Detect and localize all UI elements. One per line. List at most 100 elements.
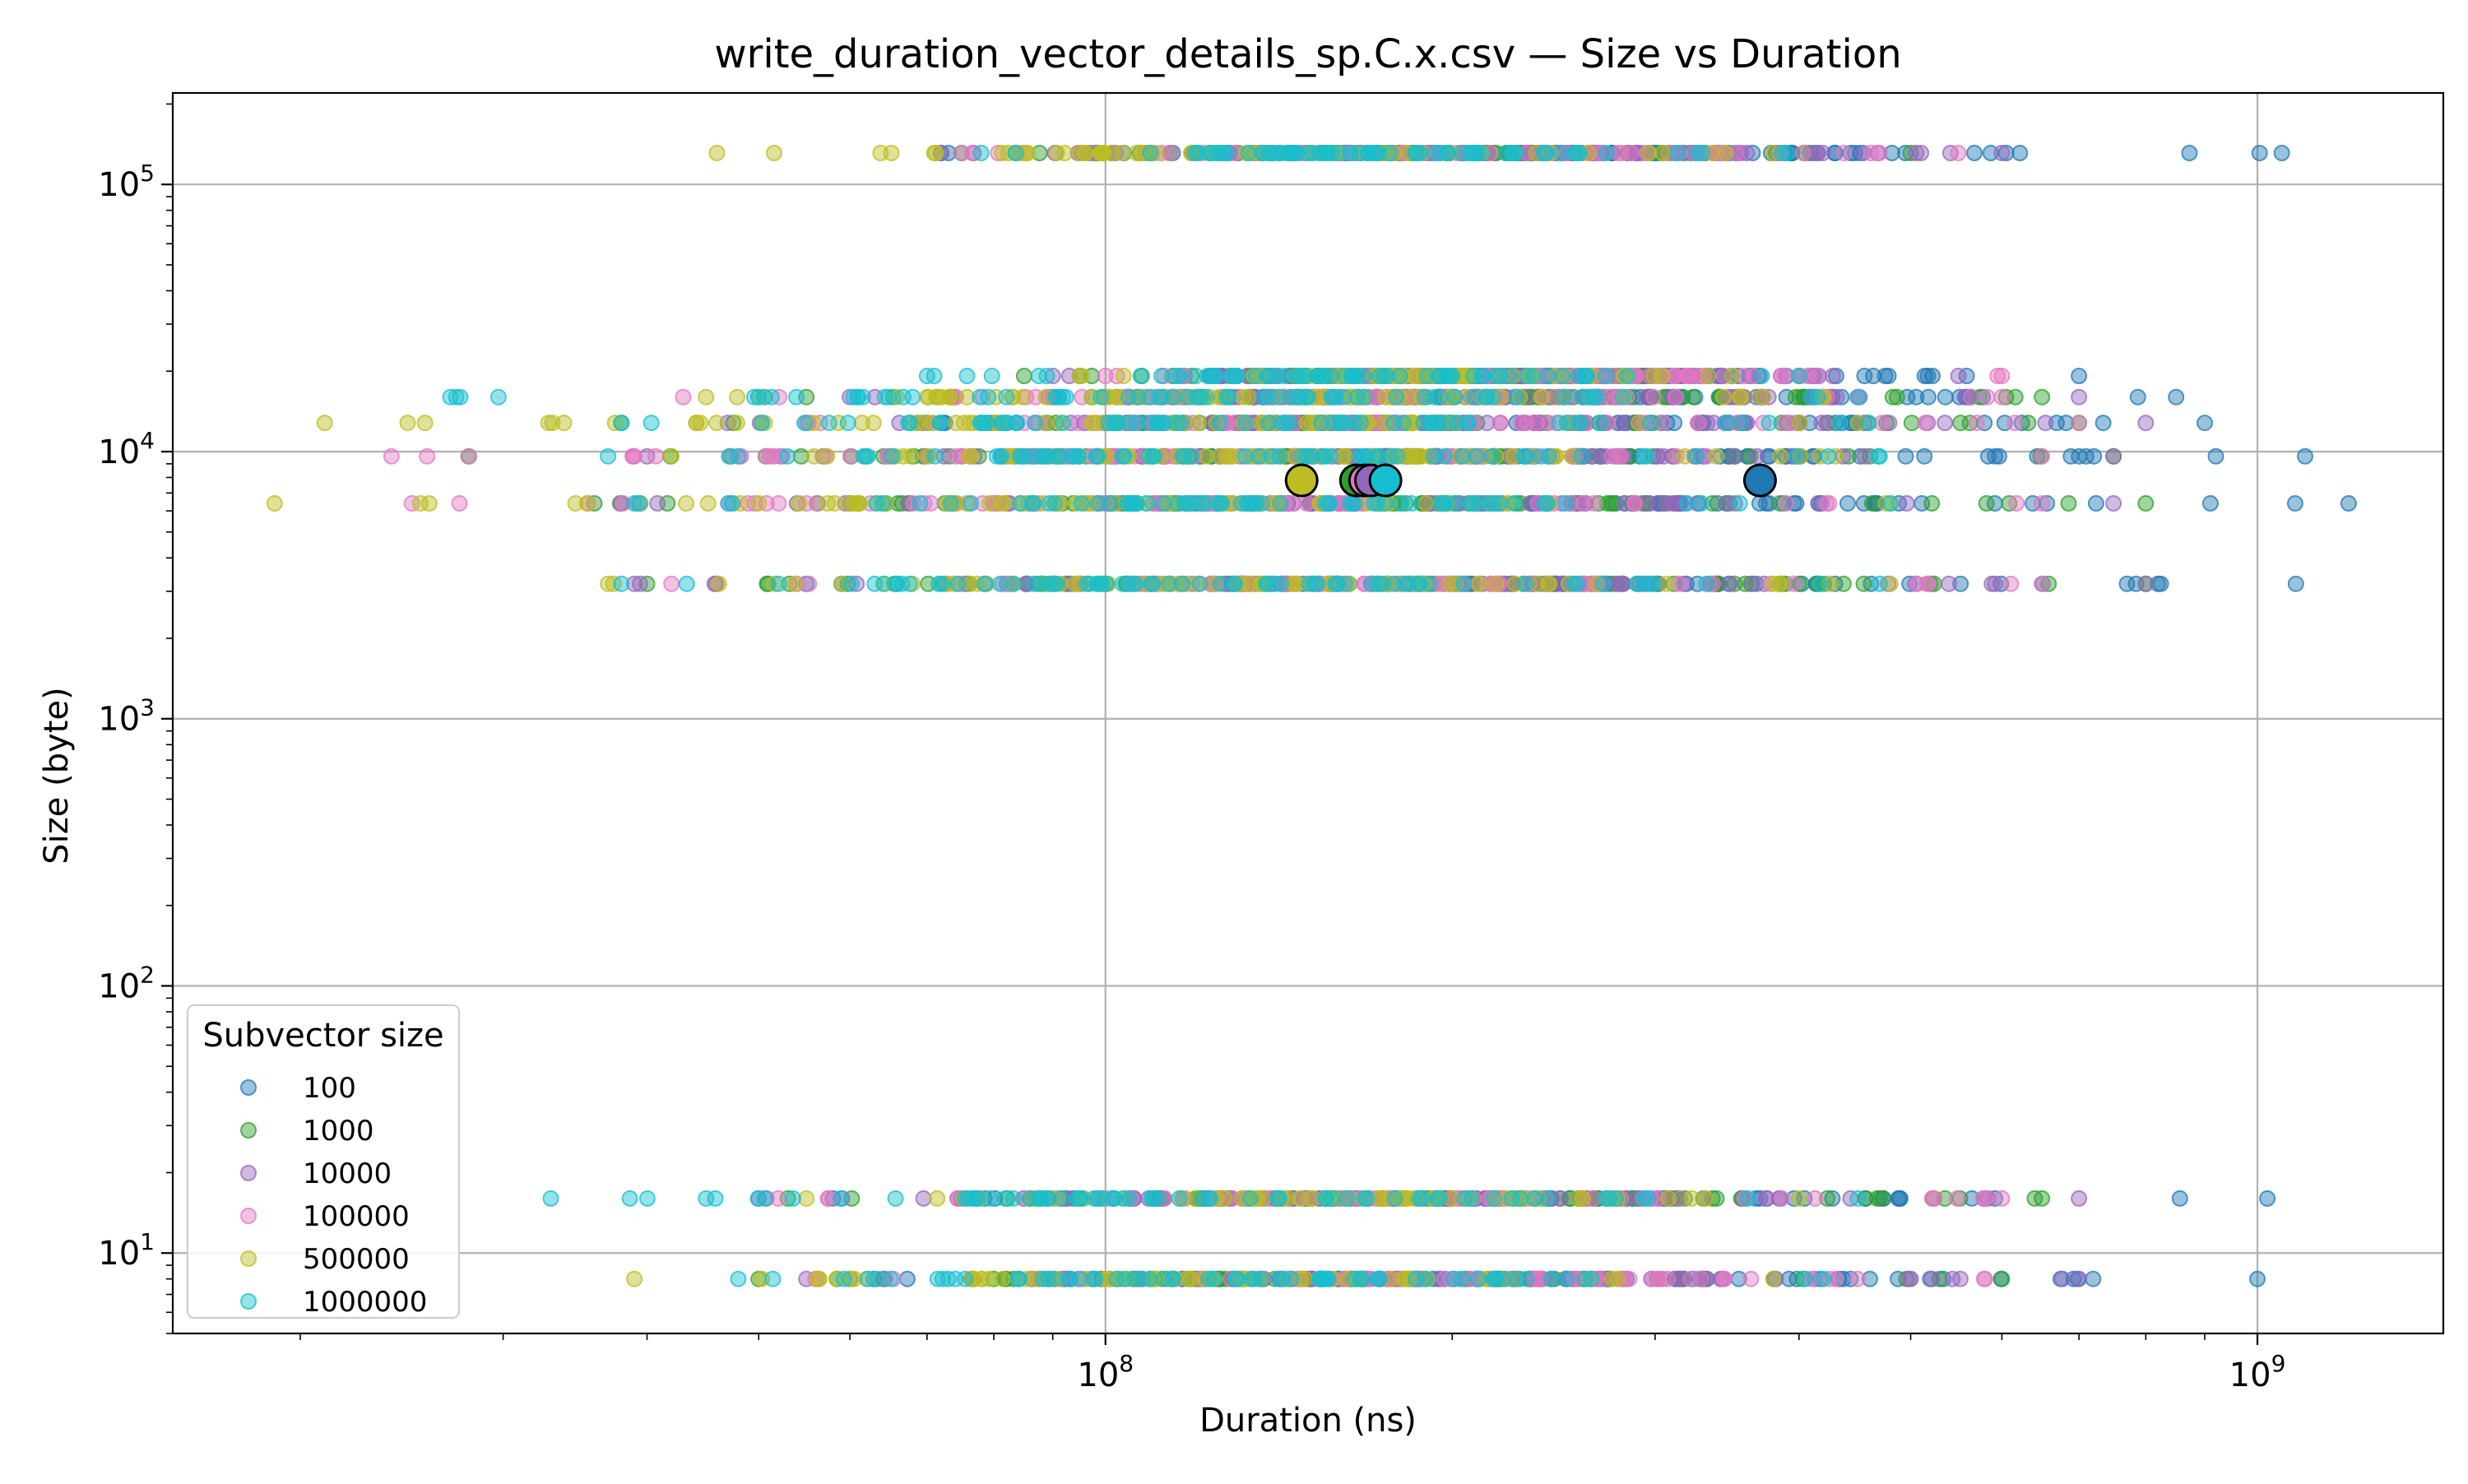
- scatter-point: [1696, 1190, 1714, 1207]
- scatter-point: [1237, 415, 1255, 432]
- scatter-point: [2129, 388, 2146, 406]
- scatter-point: [2201, 494, 2219, 512]
- scatter-point: [2181, 145, 2198, 161]
- scatter-point: [2273, 145, 2290, 161]
- scatter-point: [1205, 1270, 1222, 1287]
- scatter-point: [1484, 388, 1501, 406]
- scatter-point: [779, 448, 796, 465]
- scatter-point: [1512, 415, 1529, 432]
- scatter-point: [1472, 575, 1489, 592]
- scatter-point: [1269, 1190, 1287, 1207]
- scatter-point: [2287, 575, 2304, 592]
- scatter-point: [1918, 575, 1936, 592]
- scatter-point: [1270, 388, 1287, 406]
- scatter-point: [1483, 448, 1501, 465]
- scatter-point: [1417, 494, 1435, 512]
- scatter-point: [1298, 415, 1315, 432]
- scatter-point: [941, 388, 958, 406]
- scatter-point: [1820, 448, 1837, 465]
- scatter-point: [2137, 575, 2155, 592]
- scatter-point: [1765, 1270, 1782, 1287]
- scatter-point: [1095, 145, 1112, 161]
- scatter-point: [1690, 415, 1707, 432]
- mean-point-1000000: [1368, 463, 1403, 498]
- scatter-point: [1271, 448, 1288, 465]
- scatter-point: [1055, 415, 1071, 432]
- scatter-point: [1654, 145, 1672, 161]
- scatter-point: [1093, 388, 1110, 406]
- scatter-point: [839, 415, 856, 432]
- scatter-point: [972, 145, 990, 161]
- scatter-point: [1144, 575, 1160, 592]
- scatter-point: [452, 388, 469, 406]
- scatter-point: [1191, 575, 1208, 592]
- scatter-point: [1983, 575, 2001, 592]
- scatter-point: [1733, 388, 1750, 406]
- scatter-point: [1759, 1190, 1776, 1207]
- scatter-point: [1715, 1270, 1733, 1287]
- scatter-point: [1241, 1190, 1259, 1207]
- scatter-point: [1445, 1270, 1462, 1287]
- scatter-point: [2207, 448, 2224, 465]
- scatter-point: [1252, 1270, 1269, 1287]
- scatter-point: [2077, 448, 2095, 465]
- scatter-point: [1952, 575, 1969, 592]
- scatter-point: [1120, 1190, 1138, 1207]
- scatter-point: [1860, 415, 1877, 432]
- scatter-point: [1749, 448, 1766, 465]
- scatter-point: [1153, 368, 1170, 384]
- scatter-point: [2249, 1270, 2266, 1287]
- scatter-point: [1071, 1190, 1088, 1207]
- scatter-point: [1667, 388, 1684, 406]
- scatter-point: [1551, 415, 1568, 432]
- scatter-point: [1505, 494, 1523, 512]
- scatter-point: [1040, 1190, 1056, 1207]
- scatter-point: [1468, 448, 1485, 465]
- scatter-point: [1863, 145, 1880, 161]
- scatter-point: [972, 388, 989, 406]
- scatter-point: [2054, 1270, 2071, 1287]
- scatter-point: [1057, 388, 1074, 406]
- scatter-point: [2168, 388, 2185, 406]
- scatter-point: [1951, 1270, 1969, 1287]
- scatter-point: [2034, 575, 2051, 592]
- scatter-point: [1576, 1270, 1594, 1287]
- scatter-point: [1776, 368, 1793, 384]
- scatter-point: [2037, 415, 2054, 432]
- scatter-point: [1897, 448, 1914, 465]
- scatter-point: [1012, 448, 1029, 465]
- scatter-point: [948, 415, 965, 432]
- scatter-point: [1041, 494, 1058, 512]
- scatter-point: [1440, 145, 1457, 161]
- scatter-point: [1426, 448, 1443, 465]
- scatter-point: [1309, 575, 1326, 592]
- scatter-point: [632, 575, 648, 592]
- scatter-point: [1571, 415, 1589, 432]
- scatter-point: [1332, 415, 1349, 432]
- scatter-point: [1486, 1270, 1503, 1287]
- scatter-point: [1090, 494, 1107, 512]
- scatter-point: [1171, 1190, 1188, 1207]
- scatter-point: [866, 575, 884, 592]
- scatter-point: [1297, 1270, 1314, 1287]
- scatter-point: [1142, 145, 1159, 161]
- scatter-point: [708, 145, 726, 161]
- scatter-point: [2259, 1190, 2276, 1207]
- scatter-point: [796, 415, 813, 432]
- scatter-point: [383, 448, 400, 465]
- scatter-point: [678, 575, 695, 592]
- scatter-point: [1576, 368, 1594, 384]
- scatter-point: [833, 1190, 850, 1207]
- scatter-point: [1814, 145, 1831, 161]
- scatter-point: [1993, 1270, 2011, 1287]
- scatter-point: [1809, 388, 1826, 406]
- scatter-point: [1045, 1270, 1062, 1287]
- scatter-point: [1038, 368, 1055, 384]
- scatter-point: [1849, 1270, 1866, 1287]
- scatter-point: [2251, 145, 2268, 161]
- scatter-point: [915, 1190, 932, 1207]
- scatter-point: [842, 575, 860, 592]
- scatter-point: [1126, 1270, 1144, 1287]
- scatter-point: [1721, 575, 1738, 592]
- scatter-point: [1948, 1190, 1965, 1207]
